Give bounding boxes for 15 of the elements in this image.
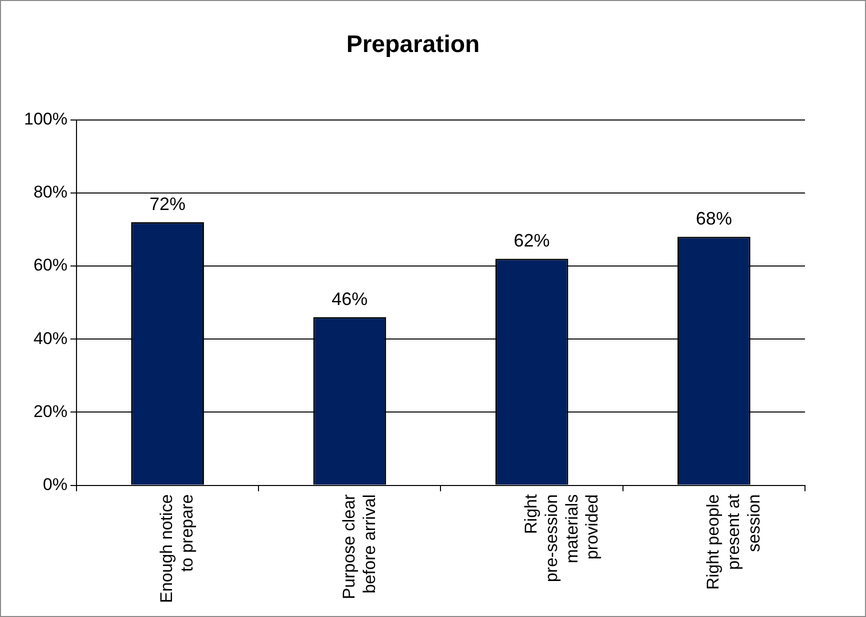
data-label: 68% xyxy=(696,208,732,229)
y-tick-label: 40% xyxy=(33,328,68,348)
y-tick-label: 0% xyxy=(42,474,68,494)
x-tick-label: Right people present at session xyxy=(704,494,764,590)
y-tick-label: 80% xyxy=(33,182,68,202)
data-label: 62% xyxy=(514,230,550,251)
chart-title: Preparation xyxy=(346,31,480,58)
x-tick-label: Enough notice to prepare xyxy=(157,494,197,604)
y-tick-label: 20% xyxy=(33,402,68,421)
y-tick-label: 60% xyxy=(33,256,68,275)
y-tick-label: 100% xyxy=(24,109,68,128)
x-tick-label: Purpose clear before arrival xyxy=(339,494,379,600)
data-label: 46% xyxy=(332,289,368,310)
data-label: 72% xyxy=(150,194,186,214)
x-tick-label: Right pre-session materials provided xyxy=(521,494,602,582)
